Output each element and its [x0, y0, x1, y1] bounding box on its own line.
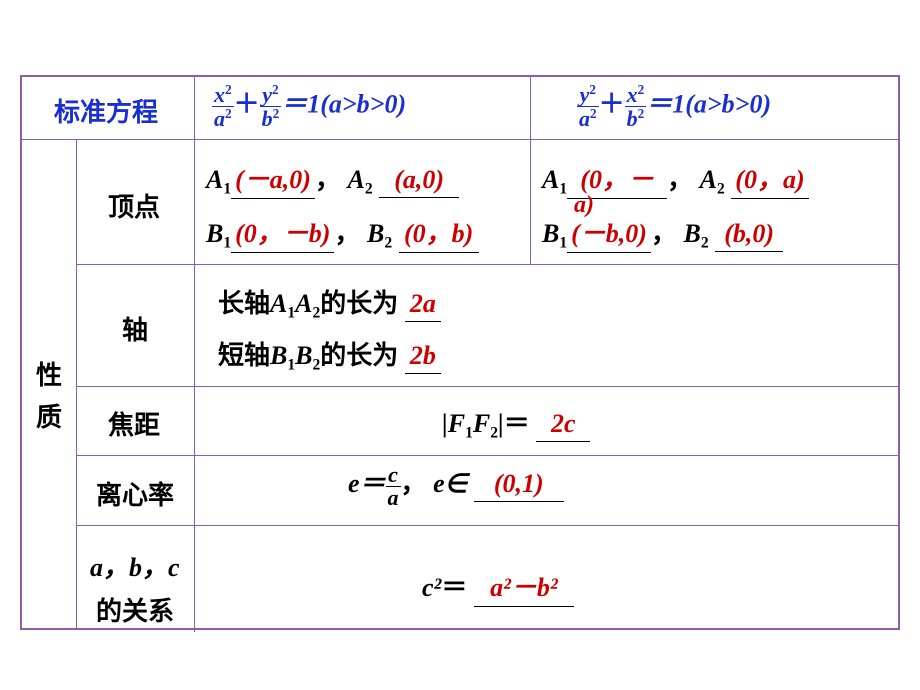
ans-a2-left: (a,0) [379, 165, 459, 198]
row-label-ecc: 离心率 [96, 475, 174, 512]
col-sep-3 [530, 77, 531, 264]
row-sep-4 [76, 455, 900, 456]
vertex-left-line2: B1(0，－b)， B2 (0，b) [206, 213, 479, 253]
row-label-vertex: 顶点 [108, 187, 160, 224]
vertex-left-line1: A1(－a,0)， A2 (a,0) [206, 159, 459, 199]
vertex-right-line1: A1(0，－， A2 (0，a) [542, 159, 898, 199]
ans-a1-left: (－a,0) [231, 159, 315, 199]
col-sep-2 [194, 77, 195, 632]
eq1-cond: ＝1(a>b>0) [281, 89, 406, 118]
row-label-abc-2: 的关系 [96, 591, 174, 628]
ans-a2-right: (0，a) [731, 159, 808, 199]
ans-b1-right: (－b,0) [567, 213, 651, 253]
col-sep-1 [76, 139, 77, 630]
row-label-focal: 焦距 [108, 405, 160, 442]
eccentricity: e＝ca， e∈ (0,1) [348, 463, 564, 509]
ans-b1-left: (0，－b) [231, 213, 334, 253]
eq2-cond: ＝1(a>b>0) [646, 89, 771, 118]
ans-b2-right: (b,0) [715, 219, 783, 252]
row-label-abc-1: a，b，c [90, 547, 180, 584]
equation-1: x2a2＋y2b2＝1(a>b>0) [212, 83, 406, 130]
row-sep-2 [76, 264, 900, 265]
row-sep-5 [76, 525, 900, 526]
axis-long: 长轴A1A2的长为 2a [218, 283, 441, 322]
ans-ecc: (0,1) [474, 469, 564, 502]
header-std-eqn: 标准方程 [54, 92, 158, 129]
ans-short-axis: 2b [405, 341, 441, 374]
axis-short: 短轴B1B2的长为 2b [218, 335, 441, 374]
props-char-1: 性 [36, 355, 62, 392]
abc-relation: c²＝ a²－b² [422, 567, 574, 607]
ans-b2-left: (0，b) [399, 213, 479, 253]
ans-focal: 2c [536, 409, 590, 442]
row-sep-3 [76, 386, 900, 387]
focal-dist: |F1F2|＝ 2c [442, 403, 590, 442]
row-sep-1 [22, 139, 900, 140]
ans-long-axis: 2a [405, 289, 441, 322]
properties-table: 标准方程 x2a2＋y2b2＝1(a>b>0) y2a2＋x2b2＝1(a>b>… [20, 75, 900, 630]
equation-2: y2a2＋x2b2＝1(a>b>0) [577, 83, 771, 130]
props-char-2: 质 [36, 397, 62, 434]
vertex-right-line2: B1(－b,0)， B2 (b,0) [542, 213, 783, 253]
ans-abc: a²－b² [474, 567, 574, 607]
row-label-axis: 轴 [122, 310, 148, 347]
